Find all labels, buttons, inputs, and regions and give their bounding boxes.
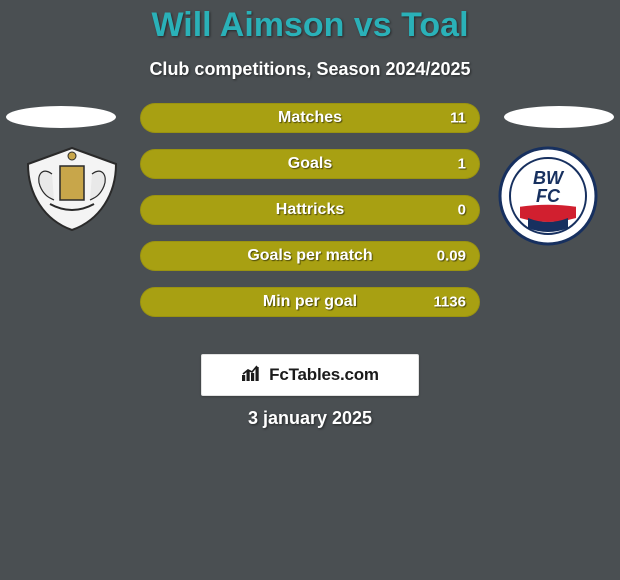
page-title: Will Aimson vs Toal [0,0,620,45]
subtitle: Club competitions, Season 2024/2025 [0,59,620,80]
stat-value: 1136 [433,294,466,311]
stat-label: Goals per match [247,247,372,265]
brand-text: FcTables.com [269,365,379,385]
svg-text:FC: FC [536,186,561,206]
brand-box[interactable]: FcTables.com [201,354,419,396]
club-crest-right: BW FC [498,146,598,246]
stat-row-matches: Matches 11 [140,103,480,133]
club-crest-left [22,146,122,232]
stat-label: Matches [278,109,342,127]
stat-value: 0 [458,202,466,219]
stat-row-min-per-goal: Min per goal 1136 [140,287,480,317]
stat-row-hattricks: Hattricks 0 [140,195,480,225]
stat-value: 1 [458,156,466,173]
date-line: 3 january 2025 [0,408,620,429]
badge-shadow-right [504,106,614,128]
stat-label: Min per goal [263,293,357,311]
badge-shadow-left [6,106,116,128]
stat-value: 11 [450,110,466,127]
stat-label: Goals [288,155,332,173]
stat-row-goals-per-match: Goals per match 0.09 [140,241,480,271]
svg-text:BW: BW [533,168,565,188]
bars-icon [241,364,263,387]
stat-row-goals: Goals 1 [140,149,480,179]
stat-label: Hattricks [276,201,344,219]
stat-rows: Matches 11 Goals 1 Hattricks 0 Goals per… [140,103,480,333]
stat-value: 0.09 [437,248,466,265]
